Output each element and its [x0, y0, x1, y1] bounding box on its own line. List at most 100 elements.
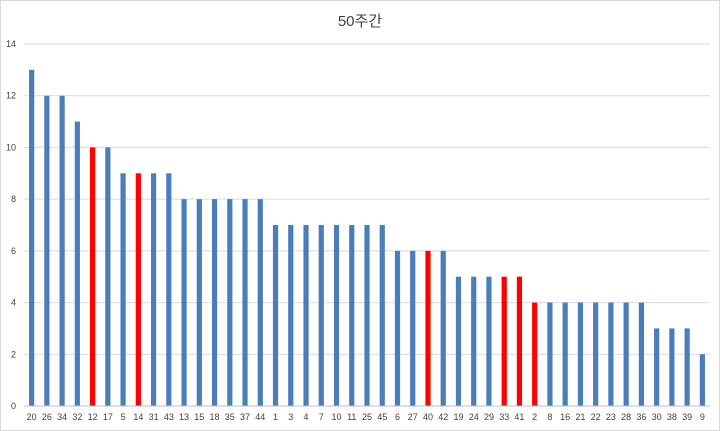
x-tick-label: 27 [408, 412, 418, 422]
x-tick-label: 34 [57, 412, 67, 422]
bar-21 [577, 302, 584, 406]
bar-45 [379, 225, 385, 406]
x-tick-label: 38 [667, 412, 677, 422]
x-tick-label: 28 [621, 412, 631, 422]
x-tick-label: 39 [682, 412, 692, 422]
bar-38 [669, 328, 675, 406]
x-tick-label: 11 [347, 412, 356, 422]
x-tick-label: 43 [164, 412, 174, 422]
x-tick-label: 25 [362, 412, 372, 422]
x-tick-label: 12 [88, 412, 98, 422]
bar-11 [349, 225, 355, 406]
x-tick-label: 29 [484, 412, 494, 422]
bar-8 [547, 302, 553, 406]
bar-35 [227, 199, 233, 406]
bar-15 [196, 199, 202, 406]
bar-2 [532, 302, 538, 406]
bar-3 [288, 225, 294, 406]
x-tick-label: 13 [179, 412, 189, 422]
bar-37 [242, 199, 248, 406]
x-tick-label: 23 [606, 412, 616, 422]
bar-42 [440, 250, 446, 406]
x-tick-label: 44 [255, 412, 265, 422]
bar-36 [638, 302, 644, 406]
x-tick-label: 33 [499, 412, 509, 422]
bar-4 [303, 225, 309, 406]
x-tick-label: 21 [575, 412, 585, 422]
bar-28 [623, 302, 629, 406]
x-tick-label: 26 [42, 412, 52, 422]
x-tick-label: 20 [27, 412, 37, 422]
x-tick-label: 17 [103, 412, 113, 422]
x-tick-label: 8 [547, 412, 552, 422]
x-tick-label: 3 [288, 412, 293, 422]
bar-30 [654, 328, 660, 406]
x-tick-label: 36 [636, 412, 646, 422]
x-tick-label: 31 [149, 412, 159, 422]
y-tick-label: 0 [11, 401, 16, 411]
bar-31 [150, 173, 157, 406]
bar-32 [74, 121, 80, 407]
x-tick-label: 41 [514, 412, 524, 422]
x-tick-label: 2 [532, 412, 537, 422]
y-tick-label: 2 [11, 349, 16, 359]
chart-title: 50주간 [337, 13, 383, 30]
x-tick-label: 9 [700, 412, 705, 422]
bar-26 [44, 95, 50, 406]
bar-12 [90, 147, 96, 406]
x-tick-label: 30 [652, 412, 662, 422]
x-tick-label: 4 [304, 412, 309, 422]
x-tick-label: 6 [395, 412, 400, 422]
y-tick-label: 12 [6, 91, 16, 101]
bar-6 [394, 250, 401, 406]
x-tick-label: 7 [319, 412, 324, 422]
x-tick-label: 42 [438, 412, 448, 422]
y-tick-label: 6 [11, 246, 16, 256]
bar-5 [120, 173, 126, 406]
x-tick-label: 32 [72, 412, 82, 422]
x-tick-label: 37 [240, 412, 250, 422]
bar-9 [699, 354, 705, 406]
bar-17 [105, 147, 111, 406]
y-tick-label: 4 [11, 298, 16, 308]
x-tick-label: 22 [591, 412, 601, 422]
bar-29 [486, 276, 492, 406]
x-tick-label: 1 [273, 412, 278, 422]
bar-41 [516, 276, 523, 406]
bar-1 [272, 225, 279, 406]
bar-34 [59, 95, 65, 406]
y-tick-label: 8 [11, 194, 16, 204]
x-tick-label: 18 [210, 412, 220, 422]
x-tick-label: 24 [469, 412, 479, 422]
x-tick-label: 16 [560, 412, 570, 422]
bar-39 [684, 328, 690, 406]
x-tick-label: 15 [194, 412, 204, 422]
bar-22 [593, 302, 599, 406]
bar-20 [29, 69, 35, 406]
y-tick-label: 14 [6, 39, 16, 49]
bar-13 [181, 199, 187, 406]
bar-23 [608, 302, 614, 406]
bar-18 [211, 199, 218, 406]
bar-44 [257, 199, 263, 406]
y-tick-label: 10 [6, 142, 16, 152]
bar-14 [135, 173, 141, 406]
bar-24 [471, 276, 477, 406]
bar-10 [333, 225, 340, 406]
x-tick-label: 14 [133, 412, 143, 422]
bar-7 [318, 225, 324, 406]
bar-19 [455, 276, 462, 406]
x-tick-label: 40 [423, 412, 433, 422]
bar-16 [562, 302, 568, 406]
x-tick-label: 35 [225, 412, 235, 422]
x-tick-label: 45 [377, 412, 387, 422]
bar-25 [364, 225, 370, 406]
bar-40 [425, 250, 431, 406]
x-tick-label: 10 [332, 412, 342, 422]
bar-33 [501, 276, 507, 406]
x-tick-label: 5 [121, 412, 126, 422]
x-tick-label: 19 [453, 412, 463, 422]
bar-27 [410, 250, 416, 406]
